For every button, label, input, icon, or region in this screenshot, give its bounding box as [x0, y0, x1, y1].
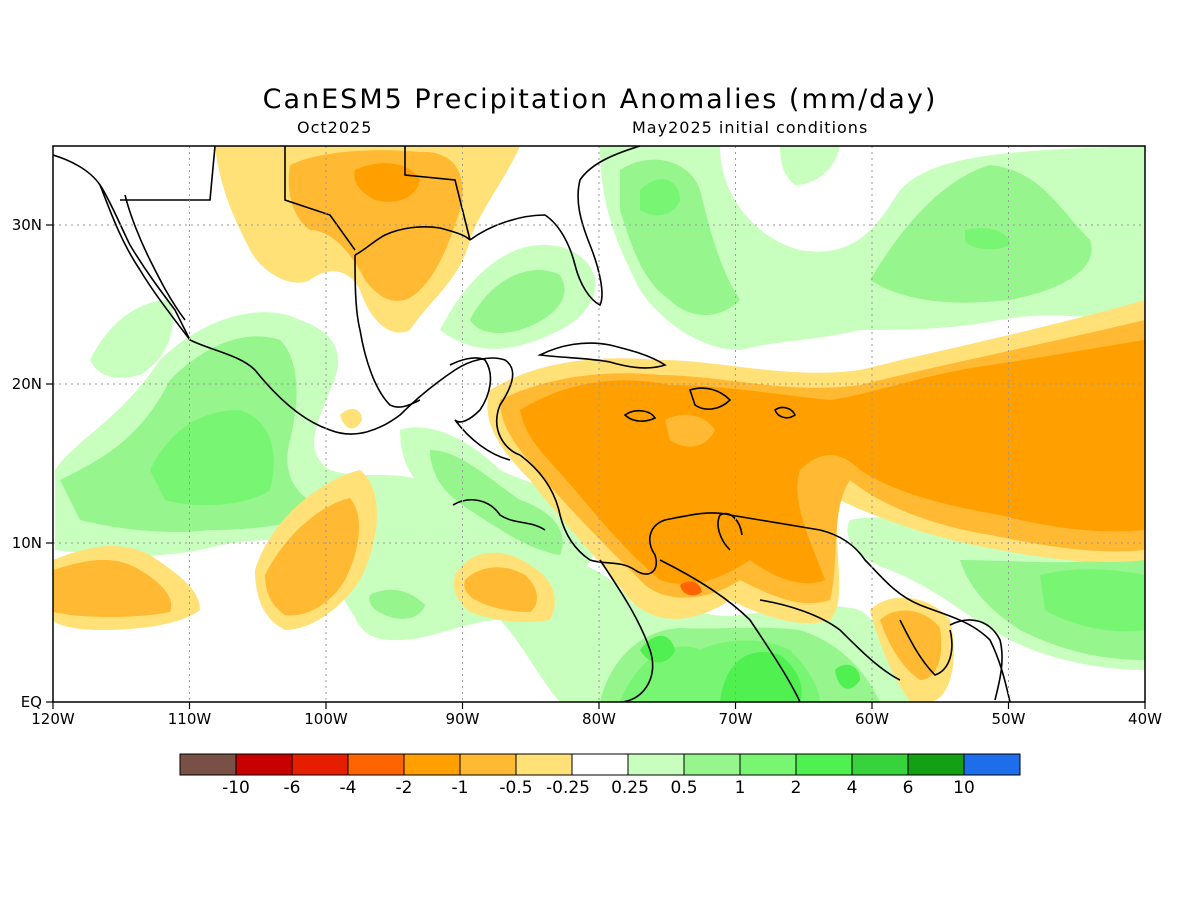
colorbar-swatch: [235, 753, 293, 776]
x-tick-label: 100W: [304, 710, 348, 728]
x-tick-label: 80W: [582, 710, 616, 728]
x-tick-label: 60W: [855, 710, 889, 728]
colorbar-swatch: [291, 753, 349, 776]
y-tick-label: EQ: [21, 693, 42, 711]
forecast-month: Oct2025: [297, 118, 373, 137]
grid-lines: [53, 146, 1145, 702]
colorbar-label: -0.25: [546, 778, 590, 798]
colorbar-label: 1: [735, 778, 746, 798]
colorbar-label: 0.5: [670, 778, 697, 798]
colorbar-swatch: [571, 753, 629, 776]
colorbar-label: -2: [396, 778, 413, 798]
colorbar-label: 2: [791, 778, 802, 798]
colorbar: [179, 753, 1021, 776]
colorbar-swatch: [179, 753, 237, 776]
anomaly-region: [369, 589, 425, 619]
colorbar-swatch: [459, 753, 517, 776]
colorbar-swatch: [739, 753, 797, 776]
anomaly-region: [640, 635, 675, 663]
anomaly-region: [90, 300, 174, 378]
colorbar-swatch: [347, 753, 405, 776]
anomaly-region: [640, 179, 680, 216]
colorbar-swatch: [515, 753, 573, 776]
anomaly-region: [430, 450, 563, 555]
colorbar-swatch: [963, 753, 1021, 776]
anomaly-region: [520, 340, 1145, 584]
anomaly-region: [53, 559, 172, 617]
anomaly-region: [265, 498, 360, 616]
anomaly-region: [965, 228, 1010, 250]
colorbar-swatch: [403, 753, 461, 776]
colorbar-label: -0.5: [499, 778, 532, 798]
colorbar-swatch: [683, 753, 741, 776]
colorbar-label: 4: [847, 778, 858, 798]
colorbar-label: -1: [452, 778, 469, 798]
y-tick-label: 30N: [12, 216, 42, 234]
anomaly-region: [150, 410, 274, 506]
x-tick-label: 110W: [168, 710, 212, 728]
y-tick-label: 10N: [12, 534, 42, 552]
x-tick-label: 120W: [31, 710, 75, 728]
colorbar-label: 0.25: [611, 778, 649, 798]
anomaly-region: [680, 581, 702, 596]
colorbar-swatch: [795, 753, 853, 776]
anomaly-region: [880, 610, 942, 680]
y-tick-label: 20N: [12, 375, 42, 393]
colorbar-label: -4: [340, 778, 357, 798]
colorbar-label: 6: [903, 778, 914, 798]
anomaly-region: [354, 163, 420, 202]
colorbar-swatch: [851, 753, 909, 776]
x-tick-label: 90W: [446, 710, 480, 728]
colorbar-swatch: [907, 753, 965, 776]
initial-conditions: May2025 initial conditions: [632, 118, 869, 137]
anomaly-region: [720, 652, 802, 702]
x-tick-label: 70W: [719, 710, 753, 728]
anomaly-region: [780, 146, 840, 185]
colorbar-label: 10: [953, 778, 975, 798]
anomaly-region: [470, 270, 565, 333]
anomaly-region: [340, 408, 362, 429]
x-tick-label: 50W: [992, 710, 1026, 728]
anomaly-region: [665, 414, 715, 447]
chart-title: CanESM5 Precipitation Anomalies (mm/day): [262, 84, 938, 115]
anomaly-region: [288, 150, 463, 301]
anomaly-region: [835, 664, 860, 689]
colorbar-label: -10: [222, 778, 250, 798]
colorbar-swatch: [627, 753, 685, 776]
colorbar-label: -6: [284, 778, 301, 798]
x-tick-label: 40W: [1128, 710, 1162, 728]
anomaly-region: [464, 567, 537, 612]
anomaly-region: [1040, 569, 1145, 632]
coastlines: [53, 146, 1011, 702]
